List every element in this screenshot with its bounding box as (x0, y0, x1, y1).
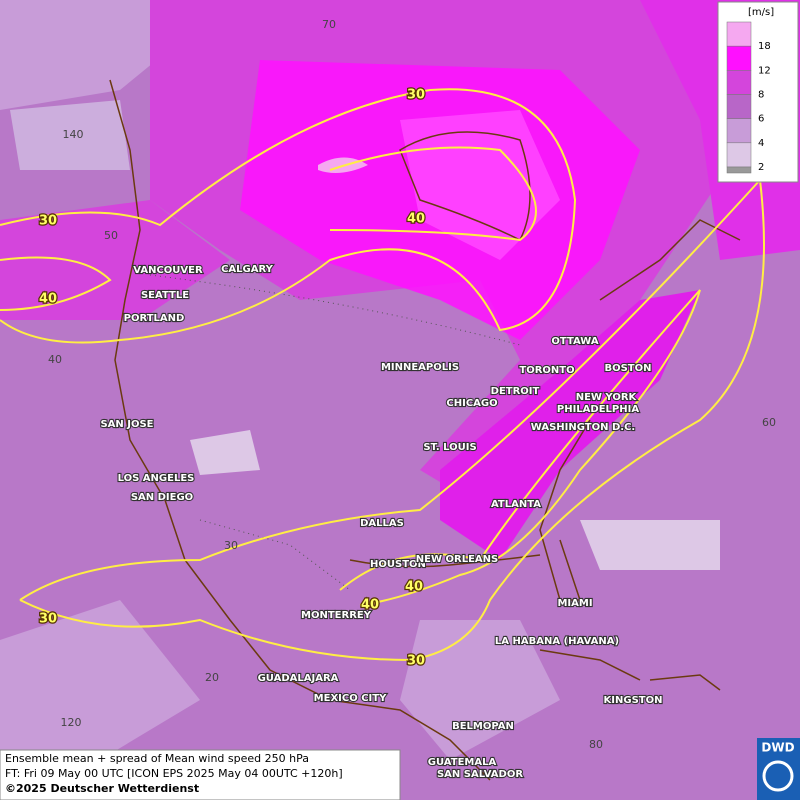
logo: DWD (761, 741, 794, 755)
graticule-label: 30 (224, 539, 238, 552)
city-label: BELMOPAN (452, 721, 514, 732)
city-label: SAN JOSE (100, 419, 153, 430)
footer-box (0, 749, 401, 800)
city-label: ST. LOUIS (423, 442, 476, 453)
labels: VANCOUVER CALGARY SEATTLE PORTLAND MINNEAPOL… (38, 18, 776, 781)
graticule-label: 50 (104, 229, 118, 242)
legend-swatch (726, 118, 752, 144)
legend-swatch (726, 70, 752, 95)
city-label: PORTLAND (124, 313, 185, 324)
legend-label: 18 (758, 41, 771, 52)
graticule-label: 140 (63, 128, 84, 141)
contour-label: 30 (39, 612, 57, 627)
footer-line: ©2025 Deutscher Wetterdienst (5, 782, 199, 795)
legend-label: 2 (758, 162, 764, 173)
graticule-label: 20 (205, 671, 219, 684)
contour-label: 30 (407, 88, 425, 103)
contour-label: 30 (407, 654, 425, 669)
city-label: MINNEAPOLIS (381, 362, 459, 373)
city-label: LOS ANGELES (118, 473, 195, 484)
city-label: NEW YORK (576, 392, 638, 403)
contour-label: 40 (39, 292, 57, 307)
city-label: SAN SALVADOR (437, 769, 523, 780)
city-label: NEW ORLEANS (416, 554, 498, 565)
city-label: DALLAS (360, 518, 404, 529)
city-label: OTTAWA (551, 336, 598, 347)
city-label: PHILADELPHIA (557, 404, 639, 415)
footer-line: FT: Fri 09 May 00 UTC [ICON EPS 2025 May… (5, 767, 343, 780)
contour-label: 40 (407, 212, 425, 227)
legend-swatch (726, 21, 752, 47)
footer: Ensemble mean + spread of Mean wind spee… (0, 738, 800, 800)
legend-swatch (726, 94, 752, 119)
city-label: MONTERREY (301, 610, 372, 621)
legend: [m/s] 18 12 8 6 4 2 (717, 1, 799, 183)
graticule-label: 40 (48, 353, 62, 366)
city-label: VANCOUVER (133, 265, 203, 276)
legend-label: 12 (758, 65, 771, 76)
city-label: SEATTLE (141, 290, 189, 301)
legend-label: 8 (758, 90, 764, 101)
city-label: MIAMI (557, 598, 592, 609)
legend-unit: [m/s] (748, 7, 774, 18)
graticule-label: 80 (589, 738, 603, 751)
city-label: SAN DIEGO (131, 492, 193, 503)
logo-icon (762, 760, 794, 792)
city-label: DETROIT (491, 386, 540, 397)
city-label: TORONTO (519, 365, 574, 376)
contour-label: 40 (361, 598, 379, 613)
city-label: KINGSTON (604, 695, 663, 706)
legend-swatch (726, 142, 752, 168)
city-label: GUATEMALA (428, 757, 497, 768)
city-label: CALGARY (221, 264, 274, 275)
graticule-label: 120 (61, 716, 82, 729)
city-label: GUADALAJARA (258, 673, 339, 684)
isotachs (0, 88, 765, 662)
contour-label: 40 (405, 580, 423, 595)
contour-label: 30 (39, 214, 57, 229)
city-label: HOUSTON (370, 559, 426, 570)
footer-line: Ensemble mean + spread of Mean wind spee… (5, 752, 309, 765)
legend-label: 4 (758, 138, 764, 149)
legend-swatch (726, 166, 752, 174)
legend-swatch (726, 45, 752, 71)
graticule-label: 60 (762, 416, 776, 429)
city-label: WASHINGTON D.C. (531, 422, 635, 433)
graticule-label: 70 (322, 18, 336, 31)
city-label: ATLANTA (491, 499, 541, 510)
city-label: MEXICO CITY (314, 693, 387, 704)
city-label: CHICAGO (446, 398, 497, 409)
legend-label: 6 (758, 114, 764, 125)
coastlines (109, 79, 741, 781)
city-label: LA HABANA (HAVANA) (495, 636, 619, 647)
city-label: BOSTON (604, 363, 651, 374)
